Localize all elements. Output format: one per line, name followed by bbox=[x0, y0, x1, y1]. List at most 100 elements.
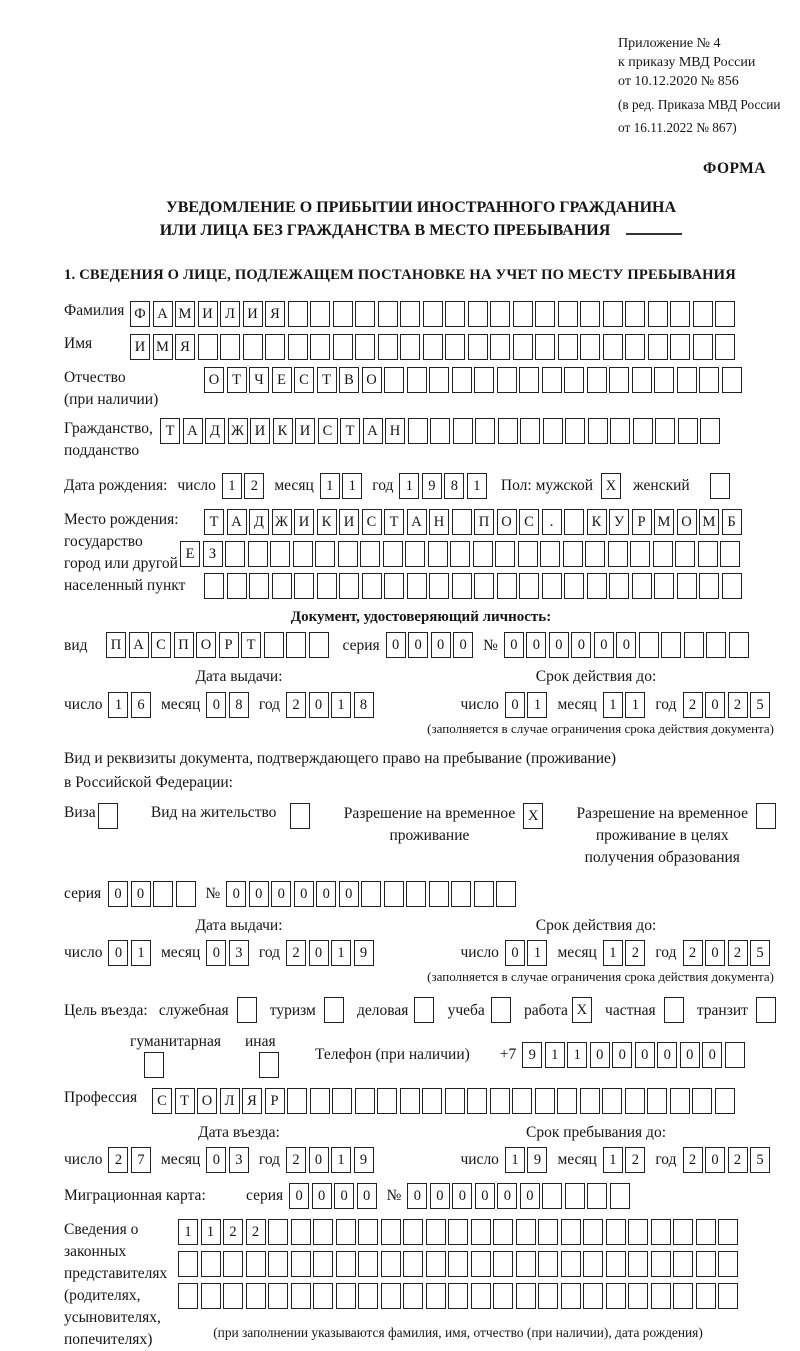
char-cell[interactable] bbox=[580, 300, 600, 327]
char-cell[interactable] bbox=[290, 1251, 311, 1278]
char-cell[interactable] bbox=[512, 1087, 532, 1114]
char-cell[interactable]: 5 bbox=[750, 691, 770, 718]
char-cell[interactable] bbox=[384, 572, 404, 599]
char-cell[interactable] bbox=[339, 572, 359, 599]
char-cell[interactable] bbox=[673, 1251, 693, 1278]
char-cell[interactable] bbox=[406, 366, 427, 393]
char-cell[interactable] bbox=[429, 572, 449, 599]
char-cell[interactable]: 0 bbox=[679, 1042, 700, 1069]
char-cell[interactable]: Я bbox=[175, 333, 195, 360]
char-cell[interactable] bbox=[268, 1283, 288, 1310]
char-cell[interactable]: 1 bbox=[544, 1042, 565, 1069]
char-cell[interactable] bbox=[422, 1087, 442, 1114]
char-cell[interactable]: 1 bbox=[342, 472, 363, 499]
char-cell[interactable]: 0 bbox=[634, 1042, 655, 1069]
char-cell[interactable] bbox=[540, 540, 560, 567]
char-cell[interactable] bbox=[677, 417, 698, 444]
char-cell[interactable]: И bbox=[339, 508, 359, 535]
char-cell[interactable] bbox=[557, 300, 578, 327]
char-cell[interactable] bbox=[335, 1251, 356, 1278]
char-cell[interactable]: П bbox=[474, 508, 494, 535]
char-cell[interactable]: С bbox=[151, 632, 171, 659]
char-cell[interactable] bbox=[313, 1251, 333, 1278]
char-cell[interactable]: Т bbox=[204, 508, 224, 535]
char-cell[interactable] bbox=[223, 1251, 243, 1278]
char-cell[interactable]: О bbox=[196, 632, 216, 659]
char-cell[interactable]: Л bbox=[220, 300, 240, 327]
char-cell[interactable] bbox=[583, 1283, 603, 1310]
char-cell[interactable] bbox=[493, 1251, 513, 1278]
char-cell[interactable]: 9 bbox=[522, 1042, 543, 1069]
char-cell[interactable] bbox=[178, 1251, 198, 1278]
char-cell[interactable]: 9 bbox=[353, 1147, 374, 1174]
char-cell[interactable]: Л bbox=[219, 1087, 240, 1114]
char-cell[interactable] bbox=[268, 1219, 288, 1246]
char-cell[interactable]: 1 bbox=[108, 691, 129, 718]
char-cell[interactable]: 1 bbox=[567, 1042, 588, 1069]
char-cell[interactable]: 2 bbox=[625, 1147, 646, 1174]
char-cell[interactable] bbox=[354, 1087, 375, 1114]
char-cell[interactable] bbox=[564, 508, 584, 535]
char-cell[interactable] bbox=[226, 572, 247, 599]
char-cell[interactable]: И bbox=[197, 300, 218, 327]
char-cell[interactable]: 2 bbox=[286, 691, 307, 718]
char-cell[interactable]: 0 bbox=[504, 940, 525, 967]
char-cell[interactable]: 0 bbox=[356, 1183, 377, 1210]
char-cell[interactable]: 1 bbox=[331, 1147, 352, 1174]
char-cell[interactable]: С bbox=[317, 417, 338, 444]
char-cell[interactable] bbox=[406, 572, 427, 599]
char-cell[interactable]: А bbox=[128, 632, 149, 659]
char-cell[interactable]: 0 bbox=[407, 1183, 428, 1210]
char-cell[interactable] bbox=[560, 1283, 581, 1310]
char-cell[interactable]: Ж bbox=[227, 417, 248, 444]
char-cell[interactable]: 0 bbox=[519, 1183, 540, 1210]
char-cell[interactable] bbox=[451, 572, 472, 599]
char-cell[interactable] bbox=[720, 540, 740, 567]
char-cell[interactable]: 2 bbox=[727, 940, 748, 967]
char-cell[interactable] bbox=[609, 1183, 630, 1210]
temp-permit-edu-checkbox[interactable] bbox=[756, 802, 776, 829]
char-cell[interactable]: 6 bbox=[130, 691, 151, 718]
char-cell[interactable] bbox=[728, 632, 749, 659]
char-cell[interactable]: 0 bbox=[612, 1042, 633, 1069]
char-cell[interactable] bbox=[542, 417, 563, 444]
char-cell[interactable] bbox=[676, 572, 697, 599]
char-cell[interactable] bbox=[564, 572, 584, 599]
char-cell[interactable] bbox=[425, 1251, 446, 1278]
char-cell[interactable] bbox=[496, 572, 517, 599]
char-cell[interactable]: И bbox=[250, 417, 270, 444]
char-cell[interactable] bbox=[451, 880, 472, 907]
char-cell[interactable]: 0 bbox=[705, 1147, 725, 1174]
char-cell[interactable] bbox=[675, 540, 695, 567]
char-cell[interactable] bbox=[247, 540, 268, 567]
char-cell[interactable]: 0 bbox=[311, 1183, 332, 1210]
char-cell[interactable] bbox=[519, 366, 539, 393]
char-cell[interactable]: 5 bbox=[750, 1147, 770, 1174]
char-cell[interactable]: Т bbox=[384, 508, 404, 535]
char-cell[interactable] bbox=[517, 540, 538, 567]
char-cell[interactable]: Д bbox=[249, 508, 269, 535]
char-cell[interactable] bbox=[585, 540, 605, 567]
char-cell[interactable]: 3 bbox=[228, 1147, 249, 1174]
char-cell[interactable] bbox=[718, 1283, 738, 1310]
char-cell[interactable] bbox=[287, 1087, 307, 1114]
char-cell[interactable] bbox=[294, 572, 314, 599]
char-cell[interactable] bbox=[245, 1283, 266, 1310]
char-cell[interactable] bbox=[724, 1042, 745, 1069]
char-cell[interactable]: Ж bbox=[271, 508, 292, 535]
char-cell[interactable]: 1 bbox=[221, 472, 242, 499]
char-cell[interactable] bbox=[422, 333, 443, 360]
char-cell[interactable] bbox=[670, 333, 690, 360]
char-cell[interactable]: Ф bbox=[130, 300, 150, 327]
char-cell[interactable] bbox=[245, 1251, 266, 1278]
char-cell[interactable]: 2 bbox=[682, 940, 703, 967]
char-cell[interactable]: 0 bbox=[497, 1183, 518, 1210]
char-cell[interactable] bbox=[534, 1087, 555, 1114]
temp-permit-checkbox[interactable]: X bbox=[523, 802, 544, 829]
char-cell[interactable] bbox=[605, 1251, 626, 1278]
char-cell[interactable] bbox=[610, 417, 630, 444]
char-cell[interactable]: Я bbox=[265, 300, 285, 327]
char-cell[interactable] bbox=[361, 880, 382, 907]
char-cell[interactable]: 0 bbox=[429, 1183, 450, 1210]
char-cell[interactable]: О bbox=[197, 1087, 217, 1114]
